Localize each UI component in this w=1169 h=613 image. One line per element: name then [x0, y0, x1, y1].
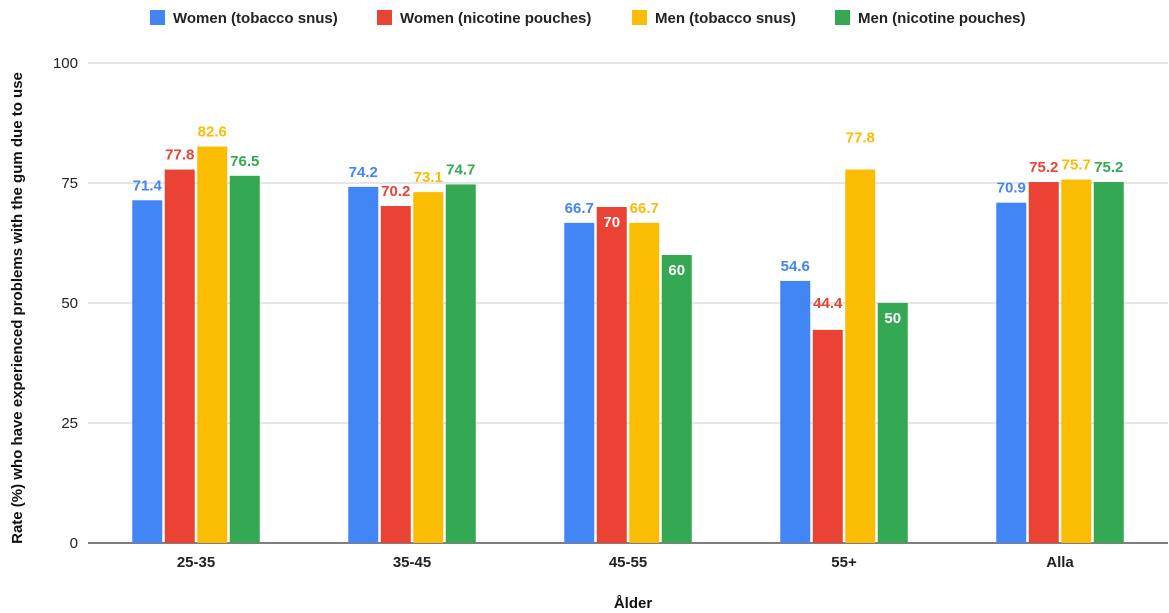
- data-label: 70: [603, 214, 620, 231]
- bar: [164, 169, 195, 543]
- data-label: 75.2: [1094, 159, 1123, 176]
- legend-label: Men (tobacco snus): [655, 10, 796, 27]
- x-tick-label: 55+: [831, 554, 857, 571]
- data-label: 70.9: [997, 180, 1026, 197]
- x-axis-ticks: 25-35 35-45 45-55 55+ Alla: [177, 554, 1075, 571]
- bar: [1093, 182, 1124, 544]
- data-label: 71.4: [133, 177, 163, 194]
- data-label: 60: [668, 262, 685, 279]
- bar: [596, 207, 627, 543]
- legend-label: Women (tobacco snus): [173, 10, 338, 27]
- data-label: 54.6: [781, 258, 810, 275]
- data-label: 73.1: [414, 169, 443, 186]
- bar: [1028, 182, 1059, 544]
- data-label: 75.2: [1029, 159, 1058, 176]
- bar: [812, 329, 843, 543]
- bar: [413, 192, 444, 543]
- bar: [197, 146, 228, 543]
- bar: [1061, 179, 1092, 543]
- legend-swatch: [377, 10, 392, 25]
- legend-label: Men (nicotine pouches): [858, 10, 1026, 27]
- data-label: 70.2: [381, 183, 410, 200]
- data-label: 74.2: [349, 164, 378, 181]
- y-axis-ticks: 0 25 50 75 100: [53, 55, 78, 552]
- bar: [380, 206, 411, 544]
- legend-swatch: [150, 10, 165, 25]
- bar: [629, 222, 660, 543]
- y-tick-label: 25: [61, 415, 78, 432]
- data-label: 66.7: [630, 200, 659, 217]
- y-tick-label: 0: [70, 535, 78, 552]
- x-tick-label: 35-45: [393, 554, 431, 571]
- bar: [132, 200, 163, 543]
- legend: Women (tobacco snus) Women (nicotine pouc…: [150, 10, 1026, 27]
- bar: [996, 202, 1027, 543]
- data-label: 76.5: [230, 153, 259, 170]
- data-label: 77.8: [165, 147, 194, 164]
- bar: [348, 186, 379, 543]
- legend-swatch: [632, 10, 647, 25]
- data-label: 77.8: [846, 130, 875, 147]
- y-tick-label: 100: [53, 55, 78, 72]
- legend-label: Women (nicotine pouches): [400, 10, 591, 27]
- data-label: 50: [884, 310, 901, 327]
- data-labels: 71.477.882.676.574.270.273.1 74.766.77066…: [133, 124, 1124, 327]
- bar: [229, 175, 260, 544]
- x-axis-title: Ålder: [614, 595, 653, 612]
- data-label: 75.7: [1062, 157, 1091, 174]
- bar: [445, 184, 476, 543]
- bar: [877, 303, 908, 543]
- data-label: 66.7: [565, 200, 594, 217]
- data-label: 74.7: [446, 161, 475, 178]
- gridlines: [88, 62, 1168, 544]
- x-tick-label: Alla: [1046, 554, 1074, 571]
- bar: [564, 222, 595, 543]
- bars: [132, 146, 1124, 544]
- legend-swatch: [835, 10, 850, 25]
- data-label: 44.4: [813, 295, 843, 312]
- bar: [780, 280, 811, 543]
- y-axis-title: Rate (%) who have experienced problems w…: [9, 72, 26, 544]
- y-tick-label: 75: [61, 175, 78, 192]
- x-tick-label: 25-35: [177, 554, 215, 571]
- bar: [661, 255, 692, 543]
- x-tick-label: 45-55: [609, 554, 647, 571]
- bar: [845, 169, 876, 543]
- y-tick-label: 50: [61, 295, 78, 312]
- data-label: 82.6: [198, 124, 227, 141]
